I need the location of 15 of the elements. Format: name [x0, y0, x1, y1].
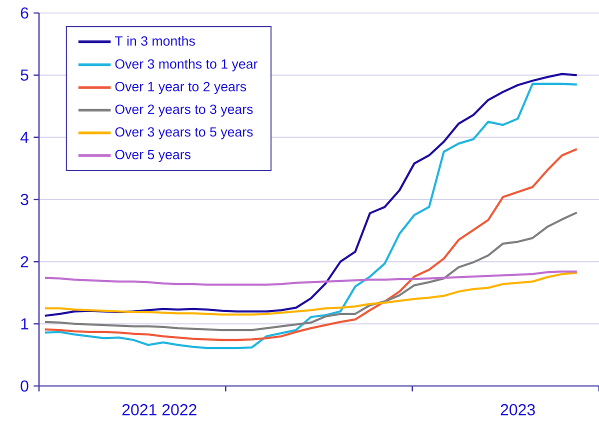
legend-label: Over 1 year to 2 years [115, 82, 246, 94]
legend-label: T in 3 months [114, 36, 195, 46]
text: 2023 [500, 404, 535, 416]
legend-label: Over 3 months to 1 year [115, 58, 258, 72]
y-tick-label: 4 [20, 132, 28, 143]
text: 2021 2022 [122, 404, 196, 416]
y-tick-label: 3 [20, 194, 28, 206]
legend-label: Over 3 years to 5 years [115, 127, 253, 140]
y-tick-label: 5 [20, 70, 28, 81]
y-tick-label: 0 [20, 380, 28, 392]
y-tick-label: 6 [20, 7, 28, 19]
legend-label: Over 2 years to 3 years [115, 104, 253, 117]
y-tick-label: 2 [20, 256, 28, 268]
legend-label: Over 5 years [115, 150, 190, 162]
y-tick-label: 1 [21, 318, 28, 330]
